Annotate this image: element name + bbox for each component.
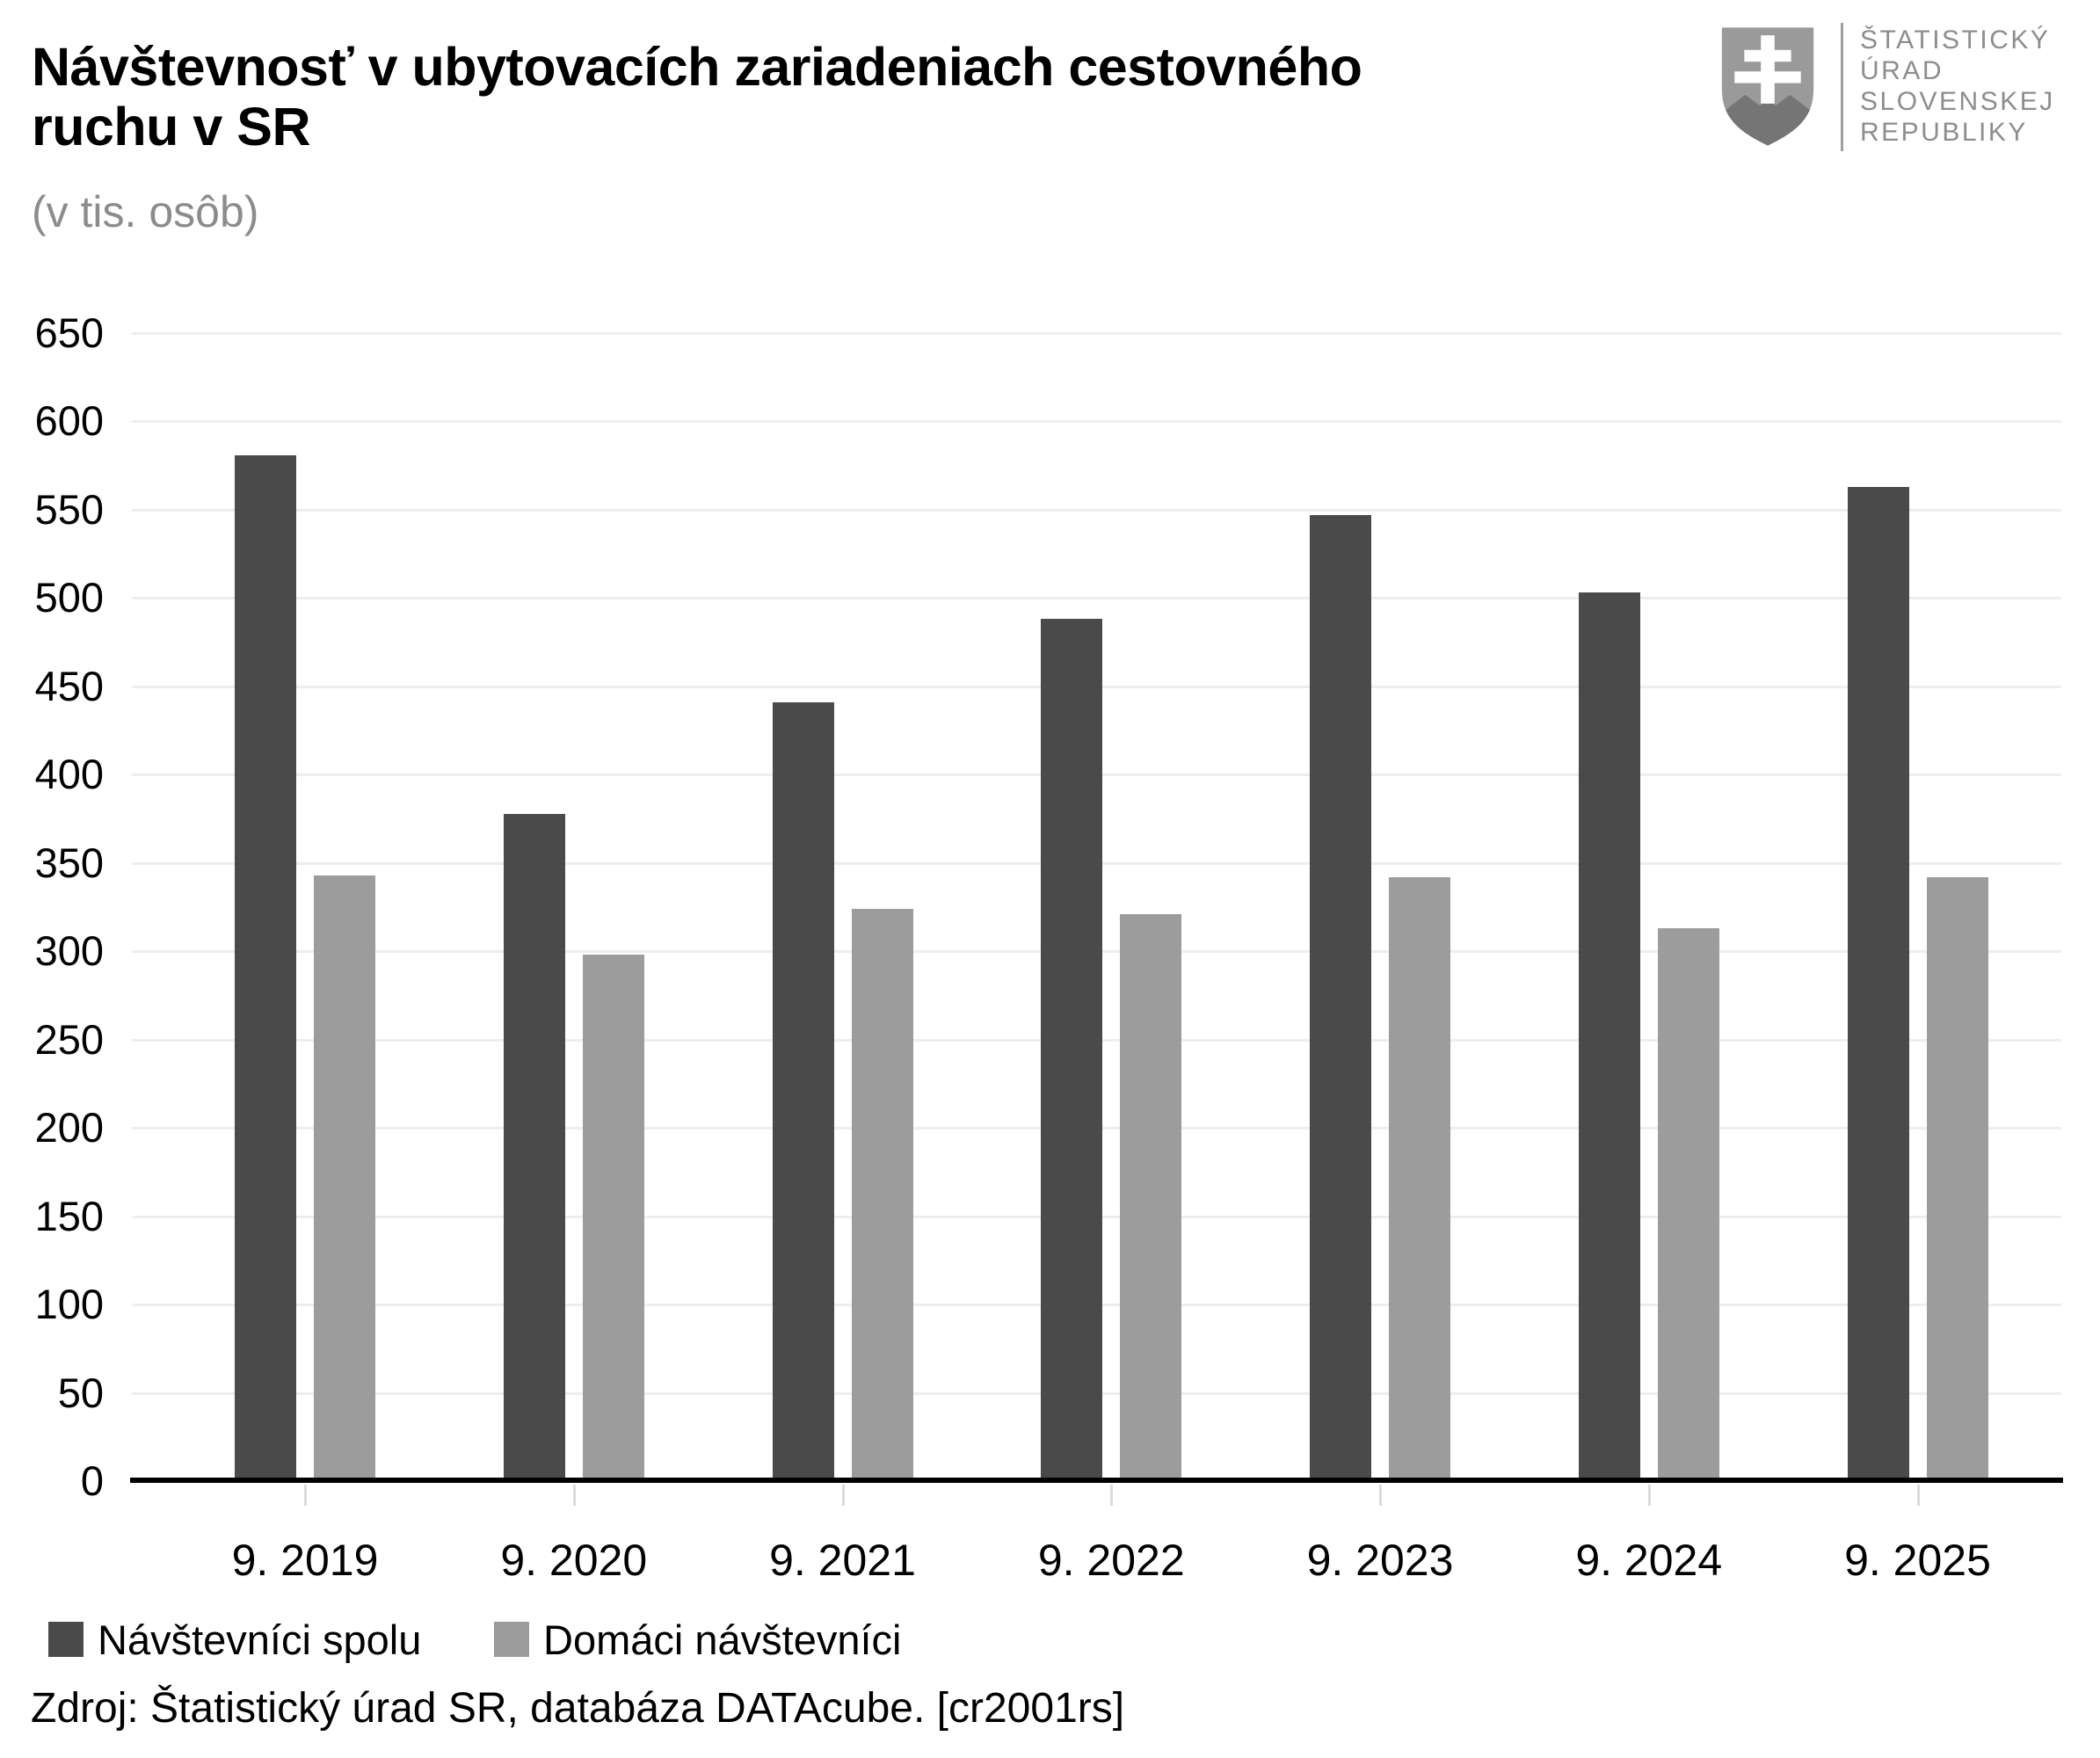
bar-domaci-navstevnici xyxy=(314,875,375,1481)
logo-text-line: ÚRAD xyxy=(1860,56,1944,85)
legend-item-total: Návštevníci spolu xyxy=(48,1616,421,1663)
bar-navstevnici-spolu xyxy=(1578,592,1640,1481)
legend-swatch-total xyxy=(48,1622,84,1657)
bar-domaci-navstevnici xyxy=(582,955,644,1481)
bar-domaci-navstevnici xyxy=(851,909,913,1481)
y-axis-label: 650 xyxy=(34,309,104,356)
logo-text-line: ŠTATISTICKÝ xyxy=(1860,25,2051,54)
bar-navstevnici-spolu xyxy=(503,813,565,1481)
x-axis-tick xyxy=(841,1485,845,1506)
x-axis-label: 9. 2025 xyxy=(1844,1536,1991,1585)
logo-text: ŠTATISTICKÝ ÚRAD SLOVENSKEJ REPUBLIKY xyxy=(1860,25,2055,148)
bar-navstevnici-spolu xyxy=(235,454,296,1481)
x-axis-tick xyxy=(1110,1485,1114,1506)
y-axis-label: 150 xyxy=(34,1192,104,1239)
y-axis-label: 200 xyxy=(34,1104,104,1151)
x-axis-tick xyxy=(1647,1485,1651,1506)
y-axis-label: 450 xyxy=(34,662,104,709)
y-axis-label: 300 xyxy=(34,927,104,975)
x-axis-label: 9. 2021 xyxy=(769,1536,916,1585)
y-axis-label: 500 xyxy=(34,574,104,621)
legend-swatch-domestic xyxy=(494,1622,529,1657)
bar-domaci-navstevnici xyxy=(1926,876,1988,1481)
y-axis-label: 400 xyxy=(34,751,104,798)
bar-domaci-navstevnici xyxy=(1120,914,1182,1481)
y-axis-label: 0 xyxy=(80,1457,104,1504)
y-axis-label: 50 xyxy=(57,1369,104,1416)
slovak-coat-of-arms-icon xyxy=(1721,27,1814,146)
source-note: Zdroj: Štatistický úrad SR, databáza DAT… xyxy=(31,1685,1125,1732)
bar-navstevnici-spolu xyxy=(1847,486,1909,1481)
bar-navstevnici-spolu xyxy=(1041,619,1103,1481)
bar-navstevnici-spolu xyxy=(1310,514,1371,1481)
x-axis-tick xyxy=(572,1485,576,1506)
chart-subtitle: (v tis. osôb) xyxy=(32,187,259,236)
gridline xyxy=(132,420,2061,424)
x-axis-label: 9. 2024 xyxy=(1575,1536,1723,1585)
x-axis-tick xyxy=(1916,1485,1920,1506)
legend-label-total: Návštevníci spolu xyxy=(98,1616,422,1663)
legend-item-domestic: Domáci návštevníci xyxy=(494,1616,902,1663)
gridline xyxy=(132,332,2061,335)
gridline xyxy=(132,508,2061,512)
legend-label-domestic: Domáci návštevníci xyxy=(543,1616,902,1663)
chart-title-line2: ruchu v SR xyxy=(32,97,311,156)
x-axis-tick xyxy=(1379,1485,1382,1506)
logo-divider xyxy=(1841,23,1843,151)
x-axis-label: 9. 2022 xyxy=(1037,1536,1185,1585)
chart-title: Návštevnosť v ubytovacích zariadeniach c… xyxy=(32,37,1362,156)
y-axis-label: 100 xyxy=(34,1281,104,1328)
y-axis-label: 550 xyxy=(34,485,104,533)
bar-domaci-navstevnici xyxy=(1657,928,1719,1481)
logo-text-line: REPUBLIKY xyxy=(1860,118,2028,147)
x-axis-line xyxy=(130,1478,2063,1483)
gridline xyxy=(132,597,2061,600)
y-axis-label: 350 xyxy=(34,839,104,886)
bar-domaci-navstevnici xyxy=(1389,876,1450,1481)
y-axis-label: 250 xyxy=(34,1015,104,1063)
x-axis-label: 9. 2023 xyxy=(1306,1536,1454,1585)
x-axis-tick xyxy=(304,1485,307,1506)
susr-logo: ŠTATISTICKÝ ÚRAD SLOVENSKEJ REPUBLIKY xyxy=(1716,23,2085,155)
logo-text-line: SLOVENSKEJ xyxy=(1860,87,2055,116)
x-axis-label: 9. 2020 xyxy=(500,1536,648,1585)
x-axis-label: 9. 2019 xyxy=(231,1536,379,1585)
y-axis-label: 600 xyxy=(34,397,104,445)
chart-title-line1: Návštevnosť v ubytovacích zariadeniach c… xyxy=(32,37,1362,97)
bar-navstevnici-spolu xyxy=(772,701,834,1481)
